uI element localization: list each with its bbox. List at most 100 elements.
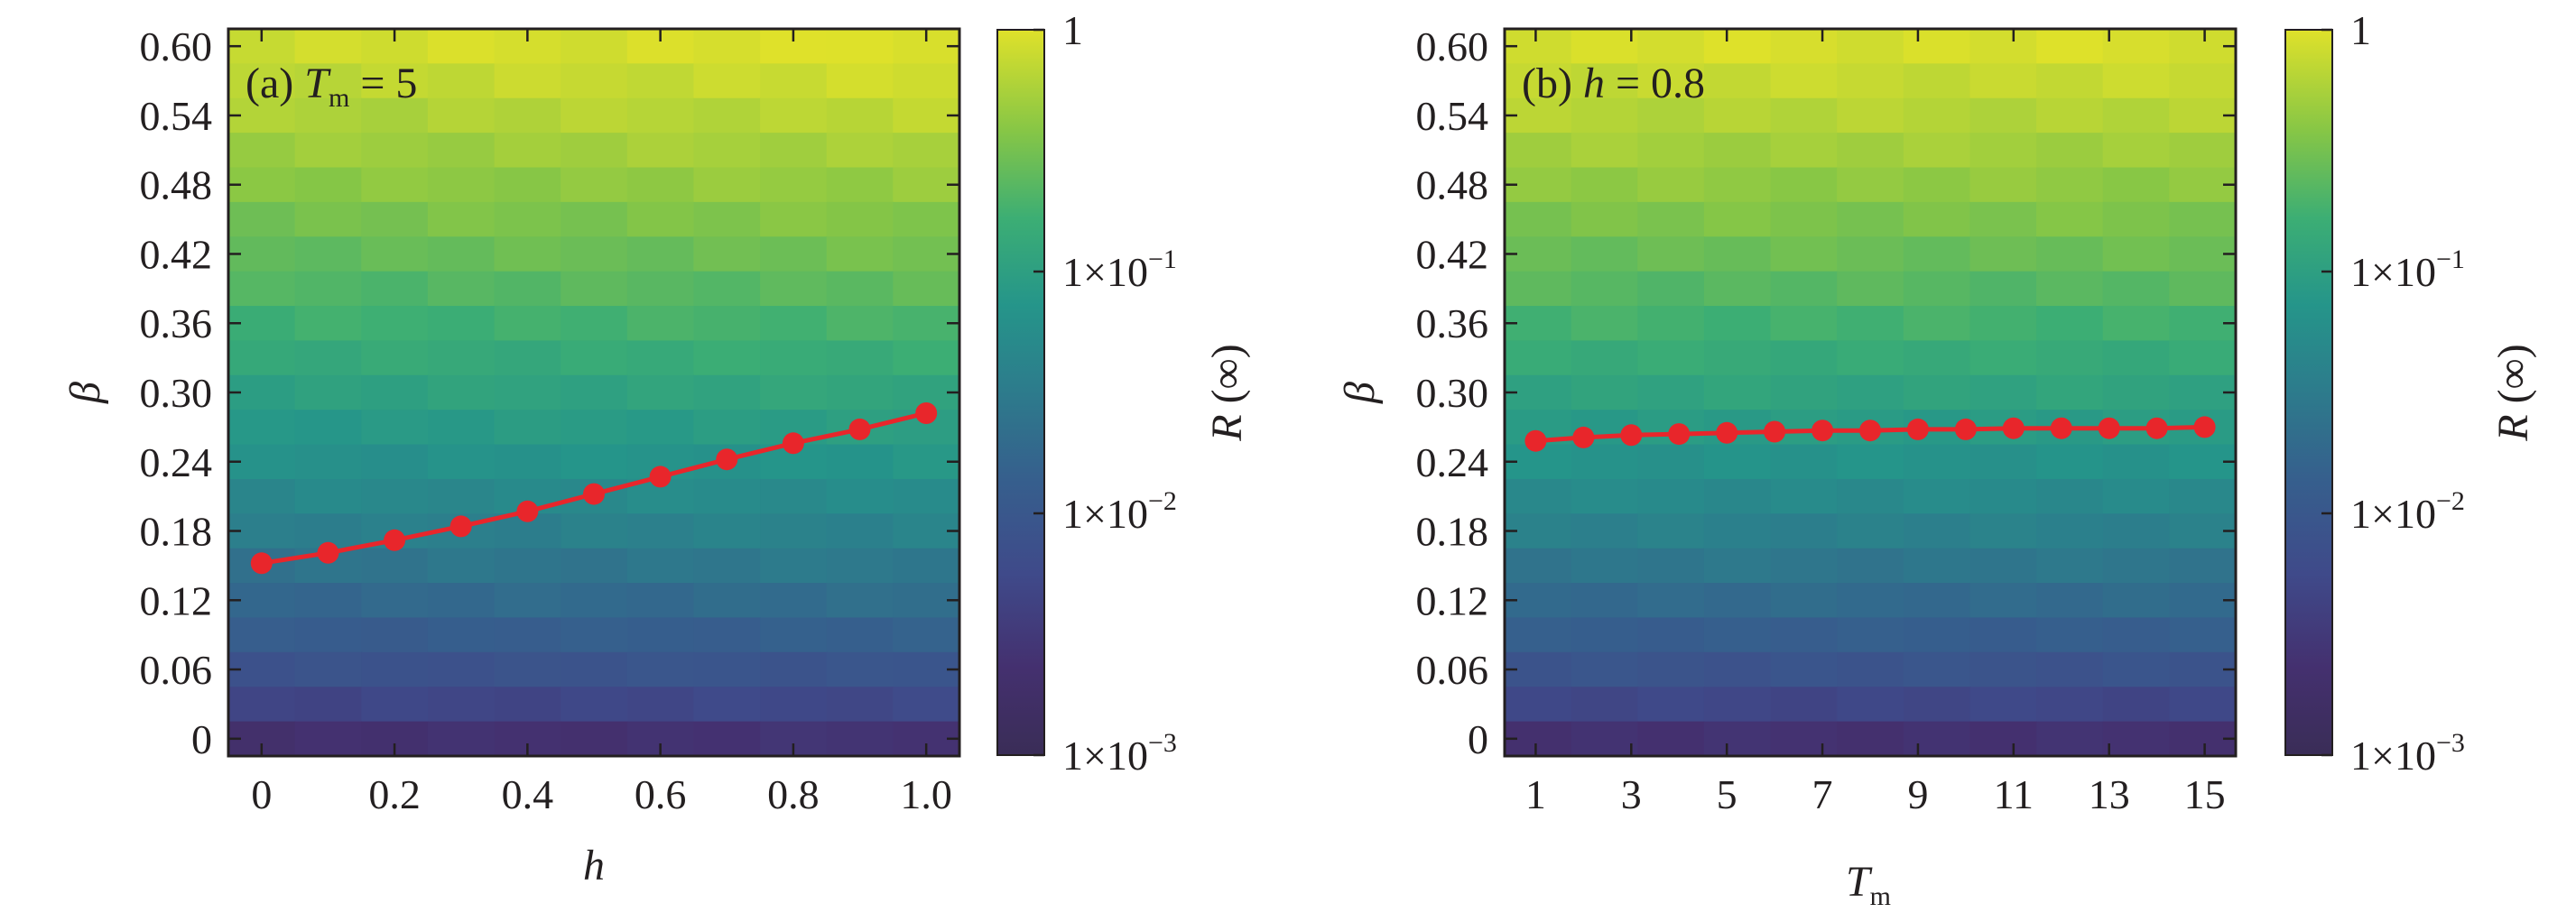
x-tick-label: 9 xyxy=(1907,771,1928,817)
threshold-point xyxy=(317,541,339,564)
heatmap-cell xyxy=(2036,548,2104,584)
heatmap-cell xyxy=(1571,583,1639,619)
heatmap-cell xyxy=(826,271,894,307)
heatmap-cell xyxy=(228,340,296,376)
heatmap-cell xyxy=(1637,478,1705,515)
heatmap-cell xyxy=(826,444,894,480)
heatmap-cell xyxy=(2102,236,2171,272)
heatmap-cell xyxy=(2102,478,2171,515)
threshold-point xyxy=(1764,420,1786,443)
heatmap-cell xyxy=(1770,201,1838,238)
heatmap-cell xyxy=(361,548,429,584)
heatmap-cell xyxy=(1703,29,1772,65)
heatmap-cell xyxy=(1837,201,1904,238)
heatmap-cell xyxy=(361,271,429,307)
heatmap-cell xyxy=(2036,651,2104,688)
heatmap-cell xyxy=(1903,651,1971,688)
heatmap-cell xyxy=(427,97,496,134)
heatmap-cell xyxy=(561,617,628,653)
heatmap-cell xyxy=(1837,444,1904,480)
heatmap-cell xyxy=(2036,29,2104,65)
y-axis-a: 0 0.06 0.12 0.18 0.24 0.30 0.36 0.42 0.48 0.54 0.6… xyxy=(140,23,959,762)
heatmap-a xyxy=(228,29,960,757)
heatmap-cell xyxy=(2102,271,2171,307)
heatmap-cell xyxy=(1903,236,1971,272)
heatmap-cell xyxy=(1969,167,2037,203)
threshold-point xyxy=(915,402,938,424)
heatmap-cell xyxy=(1505,617,1572,653)
heatmap-cell xyxy=(760,617,828,653)
heatmap-cell xyxy=(893,271,960,307)
heatmap-cell xyxy=(1969,340,2037,376)
heatmap-cell xyxy=(228,201,296,238)
heatmap-cell xyxy=(1703,271,1772,307)
heatmap-cell xyxy=(826,687,894,723)
heatmap-cell xyxy=(294,167,363,203)
heatmap-cell xyxy=(760,63,828,99)
heatmap-cell xyxy=(294,687,363,723)
heatmap-cell xyxy=(760,133,828,169)
heatmap-cell xyxy=(494,548,561,584)
x-tick-label: 0.6 xyxy=(635,771,687,817)
heatmap-cell xyxy=(494,133,561,169)
heatmap-cell xyxy=(1571,548,1639,584)
heatmap-cell xyxy=(427,271,496,307)
heatmap-cell xyxy=(294,651,363,688)
heatmap-cell xyxy=(760,583,828,619)
heatmap-cell xyxy=(2102,513,2171,549)
heatmap-cell xyxy=(1703,651,1772,688)
threshold-point xyxy=(2002,417,2025,439)
panel-title-a: (a) Tm = 5 xyxy=(246,60,417,113)
panel-title-b: (b) h = 0.8 xyxy=(1522,60,1705,107)
heatmap-cell xyxy=(228,133,296,169)
colorbar-label-b: R (∞) xyxy=(2489,344,2537,442)
heatmap-cell xyxy=(1770,651,1838,688)
heatmap-cell xyxy=(1770,444,1838,480)
heatmap-cell xyxy=(1837,617,1904,653)
heatmap-cell xyxy=(427,133,496,169)
heatmap-cell xyxy=(626,97,695,134)
heatmap-cell xyxy=(826,721,894,757)
heatmap-cell xyxy=(294,478,363,515)
y-tick-label: 0.36 xyxy=(140,300,213,346)
heatmap-cell xyxy=(1770,167,1838,203)
heatmap-cell xyxy=(693,617,761,653)
heatmap-cell xyxy=(1969,478,2037,515)
heatmap-cell xyxy=(1571,721,1639,757)
heatmap-cell xyxy=(893,478,960,515)
heatmap-cell xyxy=(2102,374,2171,410)
heatmap-cell xyxy=(1703,167,1772,203)
heatmap-cell xyxy=(1837,651,1904,688)
heatmap-cell xyxy=(893,201,960,238)
colorbar-tick-label: 1×10−3 xyxy=(1062,728,1177,779)
colorbar-tick-label: 1×10−2 xyxy=(1062,486,1177,537)
heatmap-cell xyxy=(826,97,894,134)
heatmap-cell xyxy=(826,374,894,410)
heatmap-cell xyxy=(1571,201,1639,238)
heatmap-cell xyxy=(2102,97,2171,134)
heatmap-cell xyxy=(1505,133,1572,169)
heatmap-cell xyxy=(361,444,429,480)
heatmap-cell xyxy=(826,617,894,653)
heatmap-cell xyxy=(1637,29,1705,65)
heatmap-cell xyxy=(494,306,561,342)
heatmap-cell xyxy=(1703,478,1772,515)
threshold-point xyxy=(1620,424,1643,447)
heatmap-cell xyxy=(1770,583,1838,619)
colorbar-label-a: R (∞) xyxy=(1203,344,1251,442)
heatmap-cell xyxy=(2169,133,2237,169)
heatmap-cell xyxy=(1703,444,1772,480)
heatmap-cell xyxy=(2169,271,2237,307)
heatmap-cell xyxy=(693,63,761,99)
heatmap-cell xyxy=(1837,133,1904,169)
panel-a: 0 0.06 0.12 0.18 0.24 0.30 0.36 0.42 0.48 0.54 0.6… xyxy=(61,23,961,890)
heatmap-cell xyxy=(693,201,761,238)
threshold-point xyxy=(2145,417,2168,439)
heatmap-cell xyxy=(760,306,828,342)
heatmap-cell xyxy=(294,340,363,376)
heatmap-cell xyxy=(693,374,761,410)
heatmap-cell xyxy=(1505,340,1572,376)
heatmap-cell xyxy=(760,513,828,549)
x-tick-label: 0.2 xyxy=(368,771,421,817)
